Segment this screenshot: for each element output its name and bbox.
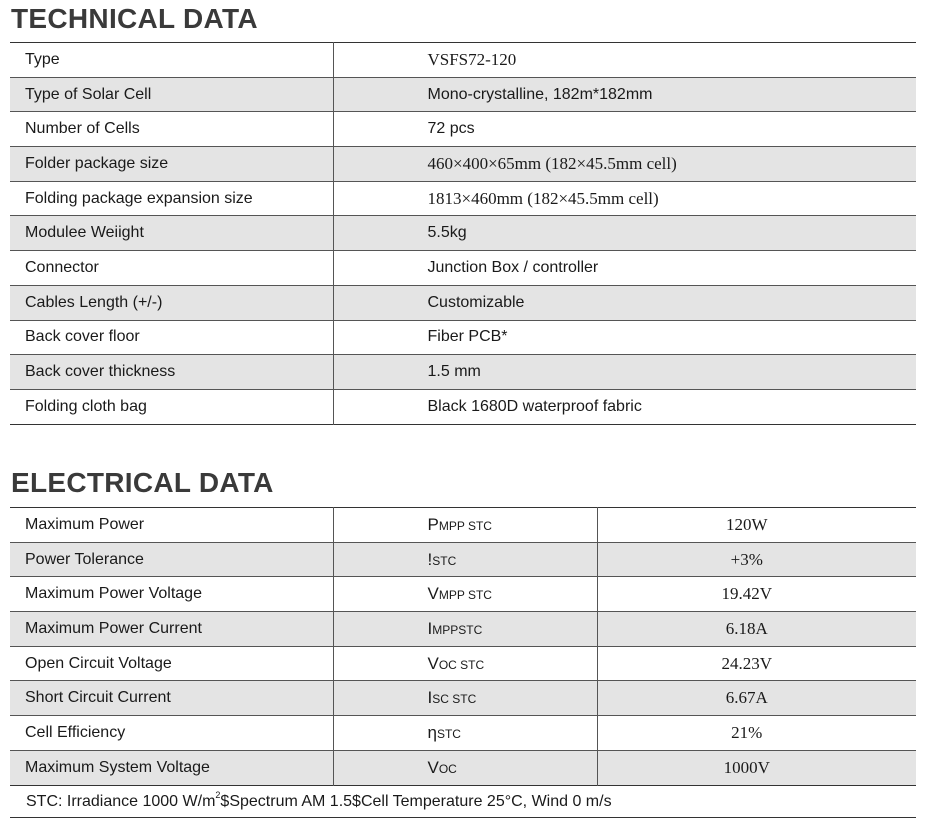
electrical-symbol: PMPP STC (332, 507, 597, 543)
technical-value: Junction Box / controller (332, 250, 916, 286)
symbol-main: V (427, 757, 439, 777)
technical-row: Folder package size 460×400×65mm (182×45.… (10, 146, 916, 182)
symbol-subscript: STC (432, 553, 457, 568)
electrical-value: 19.42V (596, 576, 916, 612)
electrical-label: Maximum Power Current (10, 611, 333, 647)
electrical-symbol: ISC STC (332, 680, 597, 716)
technical-row: Type of Solar Cell Mono-crystalline, 182m… (10, 77, 916, 112)
electrical-symbol: VOC (332, 750, 597, 785)
technical-row: Modulee Weiight 5.5kg (10, 215, 916, 251)
symbol-subscript: OC STC (438, 657, 485, 672)
electrical-label: Maximum Power (25, 515, 145, 533)
technical-value: 1.5 mm (332, 354, 916, 390)
technical-value: 460×400×65mm (182×45.5mm cell) (332, 146, 916, 182)
technical-row: Cables Length (+/-) Customizable (10, 285, 916, 320)
electrical-row: Maximum Power Current IMPPSTC 6.18A (10, 611, 916, 647)
electrical-value: +3% (596, 542, 916, 577)
note-bottom-rule (10, 817, 916, 818)
symbol-main: V (427, 584, 439, 604)
technical-value: Mono-crystalline, 182m*182mm (332, 77, 916, 112)
technical-label: Folder package size (10, 146, 333, 182)
electrical-value: 6.67A (596, 680, 916, 716)
technical-label: Modulee Weiight (10, 215, 333, 251)
symbol-subscript: MPP STC (438, 518, 492, 533)
technical-row: Number of Cells 72 pcs (10, 111, 916, 147)
technical-value: VSFS72-120 (332, 42, 916, 78)
symbol-main: η (427, 722, 437, 742)
electrical-value: 1000V (596, 750, 916, 785)
technical-row: Back cover thickness 1.5 mm (10, 354, 916, 390)
symbol-subscript: MPP STC (438, 588, 492, 603)
symbol-main: I (427, 618, 433, 638)
symbol-subscript: OC (438, 761, 457, 776)
symbol-main: P (427, 514, 439, 534)
technical-row: Type VSFS72-120 (10, 42, 916, 78)
electrical-label: Short Circuit Current (10, 680, 333, 716)
electrical-value: 6.18A (596, 611, 916, 647)
electrical-row: Maximum Power Voltage VMPP STC 19.42V (10, 576, 916, 612)
electrical-symbol: ηSTC (332, 715, 597, 751)
electrical-symbol: !STC (332, 542, 597, 577)
stc-note-text: STC: Irradiance 1000 W/m (26, 793, 216, 810)
technical-value: Customizable (332, 285, 916, 320)
electrical-label: Maximum Power Voltage (25, 585, 202, 603)
technical-row: Back cover floor Fiber PCB* (10, 320, 916, 355)
symbol-main: V (427, 653, 439, 673)
electrical-row: Open Circuit Voltage VOC STC 24.23V (10, 646, 916, 681)
electrical-row: Maximum Power PMPP STC 120W (10, 507, 916, 543)
technical-label: Folding cloth bag (25, 397, 147, 415)
electrical-label: Cell Efficiency (25, 723, 126, 741)
electrical-data-heading: ELECTRICAL DATA (11, 467, 274, 498)
electrical-label: Open Circuit Voltage (25, 654, 172, 672)
technical-label: Connector (25, 258, 99, 276)
technical-data-table: Type VSFS72-120 Type of Solar Cell Mono-cry… (10, 42, 916, 425)
technical-label: Back cover floor (25, 328, 140, 346)
electrical-row: Power Tolerance !STC +3% (10, 542, 916, 577)
technical-row: Folding package expansion size 1813×460mm… (10, 181, 916, 216)
technical-label: Cables Length (+/-) (10, 285, 333, 320)
electrical-value: 21% (596, 715, 916, 751)
electrical-row: Cell Efficiency ηSTC 21% (10, 715, 916, 751)
symbol-subscript: MPPSTC (432, 622, 483, 637)
technical-label: Type of Solar Cell (10, 77, 333, 112)
electrical-row: Short Circuit Current ISC STC 6.67A (10, 680, 916, 716)
symbol-main: I (427, 688, 433, 708)
technical-value: 5.5kg (332, 215, 916, 251)
electrical-data-table: Maximum Power PMPP STC 120W Power Tolerance… (10, 507, 916, 786)
technical-label: Type (25, 50, 60, 68)
technical-value: Fiber PCB* (332, 320, 916, 355)
technical-value: 72 pcs (332, 111, 916, 147)
technical-label: Folding package expansion size (25, 189, 253, 207)
electrical-label: Power Tolerance (10, 542, 333, 577)
symbol-subscript: STC (436, 726, 461, 741)
electrical-symbol: IMPPSTC (332, 611, 597, 647)
symbol-subscript: SC STC (432, 692, 477, 707)
electrical-value: 24.23V (596, 646, 916, 681)
technical-data-heading: TECHNICAL DATA (11, 3, 258, 34)
electrical-row: Maximum System Voltage VOC 1000V (10, 750, 916, 785)
electrical-value: 120W (596, 507, 916, 543)
technical-label: Number of Cells (25, 120, 140, 138)
technical-row: Connector Junction Box / controller (10, 250, 916, 286)
electrical-symbol: VMPP STC (332, 576, 597, 612)
symbol-main: ! (427, 549, 433, 569)
technical-value: 1813×460mm (182×45.5mm cell) (332, 181, 916, 216)
technical-row: Folding cloth bag Black 1680D waterproof … (10, 389, 916, 425)
technical-value: Black 1680D waterproof fabric (332, 389, 916, 425)
stc-note-superscript: 2 (215, 790, 221, 800)
stc-note: STC: Irradiance 1000 W/m2$Spectrum AM 1.… (26, 790, 612, 811)
electrical-symbol: VOC STC (332, 646, 597, 681)
electrical-label: Maximum System Voltage (10, 750, 333, 785)
stc-note-text-rest: $Spectrum AM 1.5$Cell Temperature 25°C, … (220, 793, 612, 810)
technical-label: Back cover thickness (10, 354, 333, 390)
